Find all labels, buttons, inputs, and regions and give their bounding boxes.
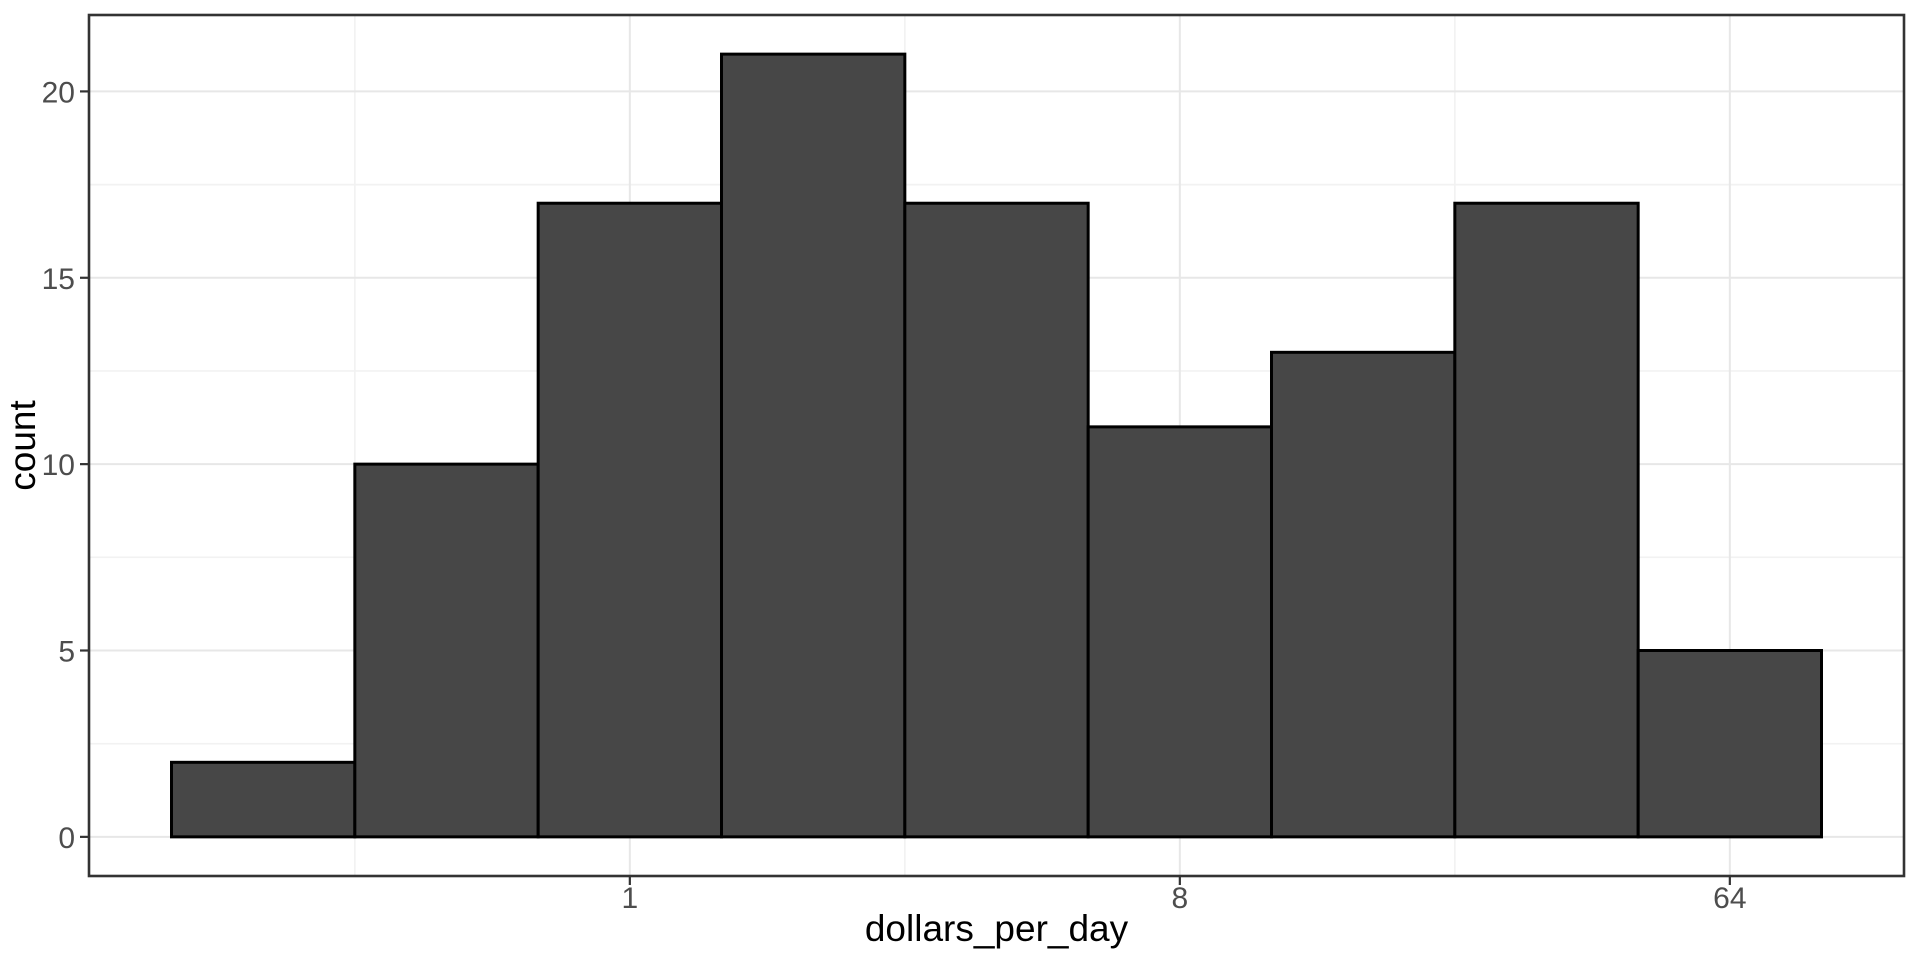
histogram-bar bbox=[1636, 649, 1823, 839]
histogram-bar bbox=[1086, 425, 1273, 839]
histogram-bar bbox=[1453, 201, 1640, 839]
y-axis-title: count bbox=[2, 400, 43, 491]
histogram-bar bbox=[903, 201, 1090, 839]
histogram-bar bbox=[1270, 350, 1457, 839]
y-tick-label: 20 bbox=[42, 76, 75, 109]
x-tick-label: 8 bbox=[1171, 882, 1188, 915]
histogram-bar bbox=[170, 760, 357, 839]
y-tick-label: 5 bbox=[58, 636, 75, 669]
x-tick-label: 1 bbox=[621, 882, 638, 915]
y-tick-label: 10 bbox=[42, 449, 75, 482]
histogram-bar bbox=[720, 52, 907, 839]
axis-tick-marks bbox=[80, 90, 1731, 885]
histogram-bar bbox=[353, 462, 540, 839]
histogram-bar bbox=[536, 201, 724, 839]
panel-border bbox=[87, 13, 1906, 878]
y-tick-label: 0 bbox=[58, 822, 75, 855]
x-axis-title: dollars_per_day bbox=[865, 908, 1129, 949]
axis-tick-labels: 1 8 64 0 5 10 15 20 bbox=[42, 76, 1747, 915]
histogram-bars bbox=[170, 52, 1823, 839]
x-tick-label: 64 bbox=[1713, 882, 1746, 915]
y-tick-label: 15 bbox=[42, 263, 75, 296]
